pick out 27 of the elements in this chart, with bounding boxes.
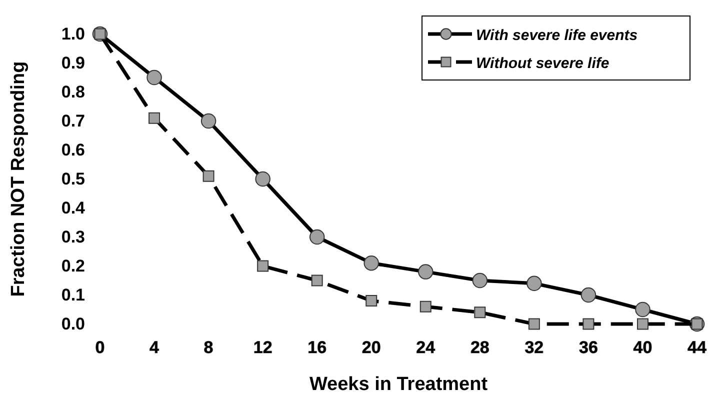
x-tick-label: 12 bbox=[253, 338, 272, 358]
y-tick-label: 0.7 bbox=[61, 111, 85, 130]
y-tick-label: 0.9 bbox=[61, 53, 85, 72]
x-tick-label: 20 bbox=[362, 338, 381, 358]
y-tick-label: 1.0 bbox=[61, 24, 85, 44]
y-tick-label: 0.4 bbox=[61, 198, 86, 218]
x-tick-label: 24 bbox=[416, 338, 436, 358]
y-tick-label: 0.6 bbox=[61, 140, 85, 160]
x-tick-label: 36 bbox=[578, 338, 598, 358]
y-tick-label: 0.0 bbox=[61, 314, 85, 334]
y-tick-label: 0.1 bbox=[61, 285, 85, 304]
x-tick-label: 28 bbox=[470, 338, 490, 358]
x-axis-title: Weeks in Treatment bbox=[309, 374, 488, 395]
x-tick-label: 16 bbox=[308, 338, 327, 358]
x-tick-label: 32 bbox=[524, 338, 544, 358]
legend-label: Without severe life bbox=[476, 55, 610, 72]
x-tick-label: 44 bbox=[688, 338, 707, 358]
y-axis-title: Fraction NOT Responding bbox=[8, 61, 29, 297]
legend-label: With severe life events bbox=[476, 27, 638, 44]
x-tick-label: 0 bbox=[95, 338, 105, 358]
x-tick-label: 8 bbox=[204, 338, 214, 358]
y-tick-label: 0.8 bbox=[61, 82, 85, 102]
x-tick-label: 40 bbox=[633, 338, 652, 358]
y-tick-label: 0.2 bbox=[61, 256, 85, 276]
x-tick-label: 4 bbox=[150, 338, 160, 358]
y-tick-label: 0.3 bbox=[61, 227, 85, 246]
y-tick-label: 0.5 bbox=[61, 169, 85, 188]
